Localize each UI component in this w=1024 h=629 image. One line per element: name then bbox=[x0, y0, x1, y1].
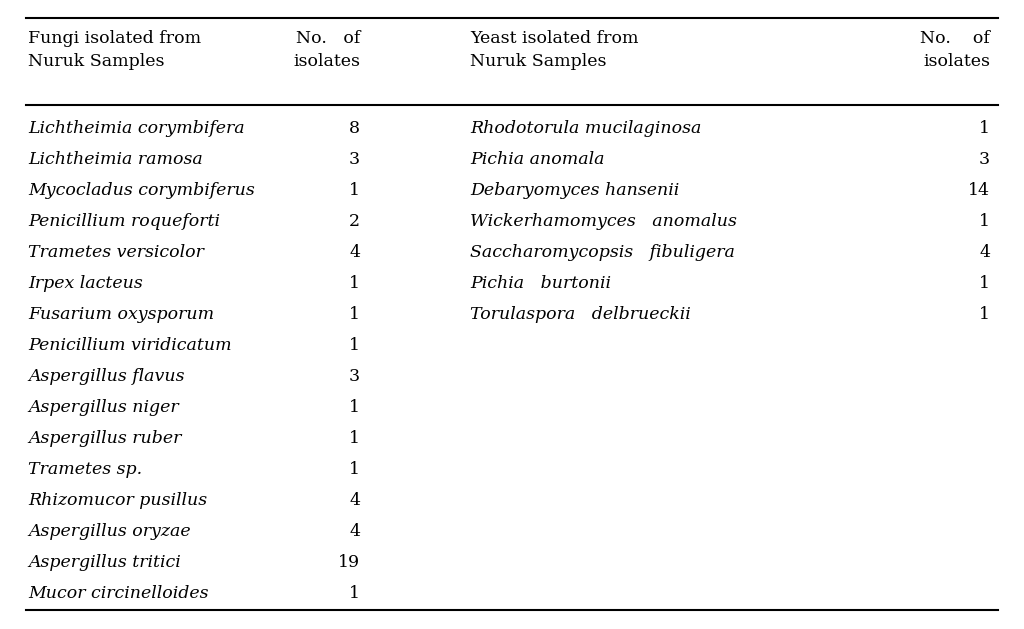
Text: Lichtheimia corymbifera: Lichtheimia corymbifera bbox=[28, 120, 245, 137]
Text: Rhizomucor pusillus: Rhizomucor pusillus bbox=[28, 492, 207, 509]
Text: 1: 1 bbox=[349, 585, 360, 602]
Text: Torulaspora   delbrueckii: Torulaspora delbrueckii bbox=[470, 306, 691, 323]
Text: 1: 1 bbox=[349, 337, 360, 354]
Text: Wickerhamomyces   anomalus: Wickerhamomyces anomalus bbox=[470, 213, 737, 230]
Text: Fungi isolated from
Nuruk Samples: Fungi isolated from Nuruk Samples bbox=[28, 30, 201, 70]
Text: 1: 1 bbox=[349, 430, 360, 447]
Text: Aspergillus flavus: Aspergillus flavus bbox=[28, 368, 184, 385]
Text: 1: 1 bbox=[349, 399, 360, 416]
Text: Penicillium viridicatum: Penicillium viridicatum bbox=[28, 337, 231, 354]
Text: Mucor circinelloides: Mucor circinelloides bbox=[28, 585, 209, 602]
Text: 3: 3 bbox=[979, 151, 990, 168]
Text: Pichia anomala: Pichia anomala bbox=[470, 151, 604, 168]
Text: Debaryomyces hansenii: Debaryomyces hansenii bbox=[470, 182, 679, 199]
Text: Aspergillus tritici: Aspergillus tritici bbox=[28, 554, 181, 571]
Text: 4: 4 bbox=[979, 244, 990, 261]
Text: 19: 19 bbox=[338, 554, 360, 571]
Text: Saccharomycopsis   fibuligera: Saccharomycopsis fibuligera bbox=[470, 244, 735, 261]
Text: Aspergillus ruber: Aspergillus ruber bbox=[28, 430, 181, 447]
Text: 1: 1 bbox=[979, 306, 990, 323]
Text: 3: 3 bbox=[349, 151, 360, 168]
Text: 2: 2 bbox=[349, 213, 360, 230]
Text: Rhodotorula mucilaginosa: Rhodotorula mucilaginosa bbox=[470, 120, 701, 137]
Text: Aspergillus niger: Aspergillus niger bbox=[28, 399, 178, 416]
Text: Trametes versicolor: Trametes versicolor bbox=[28, 244, 204, 261]
Text: 4: 4 bbox=[349, 244, 360, 261]
Text: Mycocladus corymbiferus: Mycocladus corymbiferus bbox=[28, 182, 255, 199]
Text: 14: 14 bbox=[968, 182, 990, 199]
Text: 3: 3 bbox=[349, 368, 360, 385]
Text: 1: 1 bbox=[979, 120, 990, 137]
Text: 1: 1 bbox=[349, 182, 360, 199]
Text: 1: 1 bbox=[349, 461, 360, 478]
Text: Yeast isolated from
Nuruk Samples: Yeast isolated from Nuruk Samples bbox=[470, 30, 639, 70]
Text: No.   of
isolates: No. of isolates bbox=[293, 30, 360, 70]
Text: Lichtheimia ramosa: Lichtheimia ramosa bbox=[28, 151, 203, 168]
Text: 4: 4 bbox=[349, 492, 360, 509]
Text: 4: 4 bbox=[349, 523, 360, 540]
Text: Fusarium oxysporum: Fusarium oxysporum bbox=[28, 306, 214, 323]
Text: Irpex lacteus: Irpex lacteus bbox=[28, 275, 142, 292]
Text: Aspergillus oryzae: Aspergillus oryzae bbox=[28, 523, 190, 540]
Text: 1: 1 bbox=[349, 275, 360, 292]
Text: No.    of
isolates: No. of isolates bbox=[921, 30, 990, 70]
Text: Pichia   burtonii: Pichia burtonii bbox=[470, 275, 611, 292]
Text: 1: 1 bbox=[979, 213, 990, 230]
Text: 1: 1 bbox=[979, 275, 990, 292]
Text: Trametes sp.: Trametes sp. bbox=[28, 461, 142, 478]
Text: 8: 8 bbox=[349, 120, 360, 137]
Text: Penicillium roqueforti: Penicillium roqueforti bbox=[28, 213, 220, 230]
Text: 1: 1 bbox=[349, 306, 360, 323]
